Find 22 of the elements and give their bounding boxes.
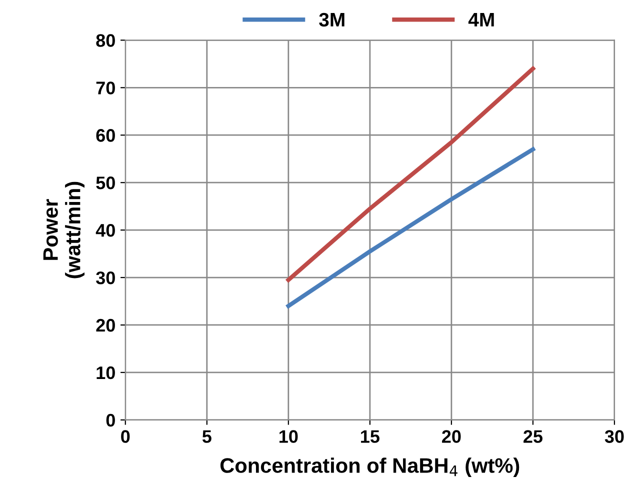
- x-tick-label: 10: [280, 430, 298, 443]
- y-tick-label: 70: [96, 82, 115, 94]
- line-series: [286, 66, 536, 282]
- line-series: [286, 147, 536, 308]
- y-tick-label: 50: [96, 176, 115, 190]
- y-axis-title: Power (watt/min): [43, 182, 84, 278]
- x-tick-label: 0: [121, 430, 130, 443]
- x-tick-label: 5: [202, 430, 212, 443]
- legend-label: 4M: [468, 13, 494, 26]
- y-tick-label: 40: [96, 224, 115, 237]
- x-tick-label: 30: [604, 430, 624, 443]
- x-tick-label: 20: [442, 430, 461, 443]
- y-tick-label: 10: [96, 366, 115, 380]
- y-tick-label: 20: [96, 318, 115, 332]
- x-tick-label: 25: [524, 430, 542, 443]
- y-tick-label: 0: [106, 414, 115, 427]
- y-tick-label: 30: [96, 271, 115, 284]
- x-tick-label: 15: [361, 430, 380, 443]
- y-tick-label: 60: [96, 129, 115, 142]
- x-axis-title: Concentration of NaBH$_{4}$ (wt%): [220, 458, 520, 478]
- legend-label: 3M: [319, 12, 344, 27]
- y-tick-label: 80: [96, 34, 115, 47]
